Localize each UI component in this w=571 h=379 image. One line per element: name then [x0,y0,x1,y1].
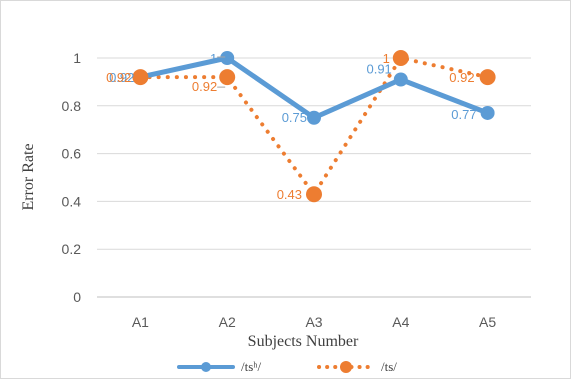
data-label-tsh: 1 [210,51,217,66]
x-tick-label: A1 [132,314,149,330]
data-point-tsh [220,51,235,65]
legend-marker-ts [340,361,352,373]
data-point-tsh [393,72,408,87]
legend-item-ts: /ts/ [317,359,397,374]
data-label-ts: 0.92 [449,70,474,85]
data-label-ts: 0.92 [106,70,131,85]
data-point-tsh [307,110,321,125]
y-tick-label: 0.6 [62,146,82,162]
data-label-tsh: 0.75 [282,110,307,125]
legend-label-ts: /ts/ [381,359,397,374]
y-tick-label: 0.8 [62,98,82,114]
legend: /tsʰ/ /ts/ [177,359,397,374]
y-tick-label: 1 [73,50,81,66]
data-label-tsh: 0.91 [366,62,391,77]
x-axis-title: Subjects Number [248,333,359,350]
legend-marker-tsh [201,362,211,372]
data-label-tsh: 0.77 [451,107,476,122]
x-tick-label: A3 [305,314,322,330]
y-tick-label: 0 [73,289,81,305]
x-tick-labels: A1 A2 A3 A4 A5 [132,314,497,330]
data-point-ts [392,50,409,66]
y-tick-label: 0.2 [62,241,82,257]
data-point-tsh [480,105,495,120]
data-point-ts [132,69,149,86]
data-label-ts: 1 [383,51,390,66]
data-label-ts: 0.92 [192,79,217,94]
y-tick-label: 0.4 [62,193,82,209]
gridlines [97,57,531,298]
series-layer [132,50,496,203]
x-tick-label: A4 [392,314,409,330]
data-point-ts [479,69,496,86]
data-point-ts [219,69,236,86]
y-axis-title: Error Rate [20,143,37,210]
data-label-ts: 0.43 [277,187,302,202]
data-label-tsh: 0.92 [109,70,134,85]
legend-item-tsh: /tsʰ/ [177,359,261,374]
legend-label-tsh: /tsʰ/ [241,359,261,374]
x-tick-label: A5 [479,314,496,330]
x-tick-label: A2 [219,314,236,330]
data-point-ts [306,186,322,203]
y-tick-labels: 0 0.2 0.4 0.6 0.8 1 [62,50,82,305]
